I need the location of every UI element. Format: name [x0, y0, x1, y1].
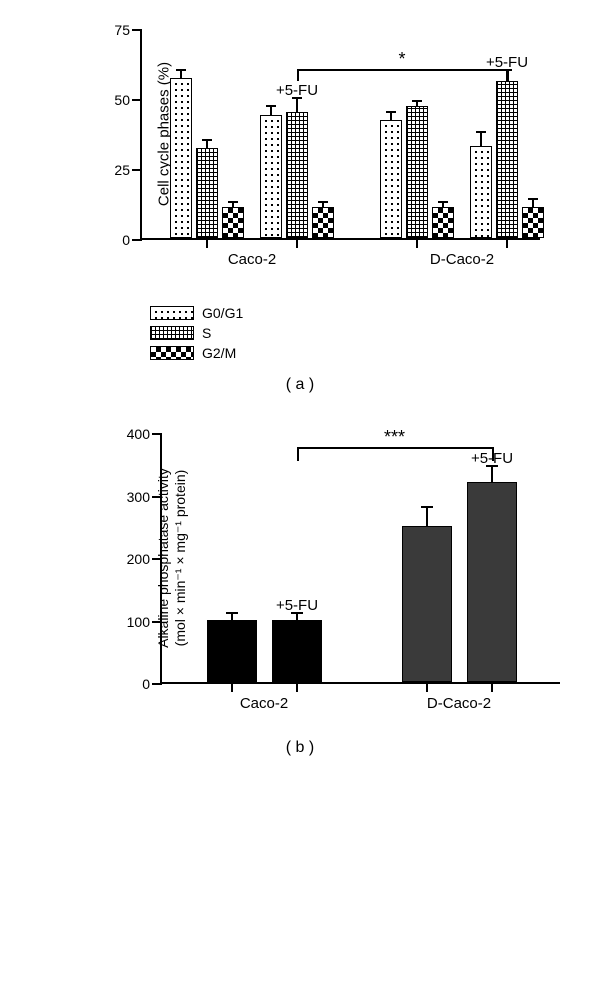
error-bar	[491, 466, 493, 482]
error-bar	[426, 507, 428, 526]
error-cap	[476, 131, 486, 133]
error-cap	[421, 506, 433, 508]
ytick	[152, 683, 162, 685]
ytick-label: 25	[102, 162, 130, 178]
bar-g0-g1	[170, 78, 192, 238]
xtick-label: D-Caco-2	[430, 251, 494, 268]
significance-drop	[297, 69, 299, 81]
ytick-label: 75	[102, 22, 130, 38]
bar-g2-m	[522, 207, 544, 238]
ytick-label: 100	[122, 614, 150, 630]
bar-g2-m	[222, 207, 244, 238]
error-cap	[438, 201, 448, 203]
bar	[467, 482, 517, 682]
ytick	[132, 99, 142, 101]
bar-s	[196, 148, 218, 238]
ytick-label: 50	[102, 92, 130, 108]
bar-s	[286, 112, 308, 238]
ytick-label: 0	[102, 232, 130, 248]
bar-s	[496, 81, 518, 238]
bar-annotation: +5-FU	[276, 597, 318, 614]
ytick-label: 0	[122, 676, 150, 692]
ytick	[152, 558, 162, 560]
xtick-label: D-Caco-2	[427, 695, 491, 712]
chart-b-ylabel-line2: (mol × min⁻¹ × mg⁻¹ protein)	[172, 470, 188, 647]
error-cap	[528, 198, 538, 200]
legend-row: G2/M	[150, 345, 580, 361]
xtick-label: Caco-2	[240, 695, 288, 712]
error-bar	[270, 106, 272, 114]
bar	[272, 620, 322, 683]
error-cap	[228, 201, 238, 203]
error-cap	[202, 139, 212, 141]
xtick	[296, 238, 298, 248]
legend-label: G0/G1	[202, 305, 243, 321]
ytick-label: 200	[122, 551, 150, 567]
legend-row: G0/G1	[150, 305, 580, 321]
significance-label: *	[398, 49, 405, 70]
error-bar	[206, 140, 208, 148]
legend-label: G2/M	[202, 345, 236, 361]
bar	[207, 620, 257, 683]
ytick	[152, 621, 162, 623]
xtick	[206, 238, 208, 248]
error-bar	[296, 98, 298, 112]
ytick-label: 400	[122, 426, 150, 442]
error-bar	[480, 132, 482, 146]
error-cap	[412, 100, 422, 102]
bar-s	[406, 106, 428, 238]
ytick	[132, 29, 142, 31]
error-cap	[266, 105, 276, 107]
significance-drop	[297, 447, 299, 461]
error-cap	[226, 612, 238, 614]
bar-g2-m	[432, 207, 454, 238]
ytick	[152, 496, 162, 498]
bar	[402, 526, 452, 682]
error-cap	[176, 69, 186, 71]
chart-b: Alkaline phosphatase activity (mol × min…	[90, 424, 570, 724]
significance-drop	[492, 447, 494, 461]
legend-swatch	[150, 346, 194, 360]
significance-drop	[507, 69, 509, 81]
chart-b-container: Alkaline phosphatase activity (mol × min…	[20, 424, 580, 757]
group-annotation: +5-FU	[276, 82, 318, 99]
error-bar	[180, 70, 182, 78]
ytick	[152, 433, 162, 435]
chart-a: Cell cycle phases (%) 0255075+5-FU+5-FUC…	[80, 20, 560, 280]
chart-a-container: Cell cycle phases (%) 0255075+5-FU+5-FUC…	[20, 20, 580, 394]
ytick	[132, 239, 142, 241]
ytick-label: 300	[122, 489, 150, 505]
xtick	[231, 682, 233, 692]
chart-a-legend: G0/G1 S G2/M	[150, 305, 580, 361]
xtick	[506, 238, 508, 248]
bar-g0-g1	[380, 120, 402, 238]
error-cap	[318, 201, 328, 203]
legend-label: S	[202, 325, 211, 341]
significance-label: ***	[384, 427, 405, 448]
error-bar	[532, 199, 534, 207]
error-cap	[386, 111, 396, 113]
chart-a-plot: Cell cycle phases (%) 0255075+5-FU+5-FUC…	[140, 30, 540, 240]
xtick	[426, 682, 428, 692]
legend-swatch	[150, 306, 194, 320]
ytick	[132, 169, 142, 171]
xtick	[416, 238, 418, 248]
legend-swatch	[150, 326, 194, 340]
error-bar	[390, 112, 392, 120]
legend-row: S	[150, 325, 580, 341]
chart-b-caption: ( b )	[20, 739, 580, 757]
xtick-label: Caco-2	[228, 251, 276, 268]
chart-a-caption: ( a )	[20, 376, 580, 394]
chart-b-plot: Alkaline phosphatase activity (mol × min…	[160, 434, 560, 684]
bar-g0-g1	[470, 146, 492, 238]
xtick	[491, 682, 493, 692]
bar-g0-g1	[260, 115, 282, 238]
xtick	[296, 682, 298, 692]
bar-g2-m	[312, 207, 334, 238]
